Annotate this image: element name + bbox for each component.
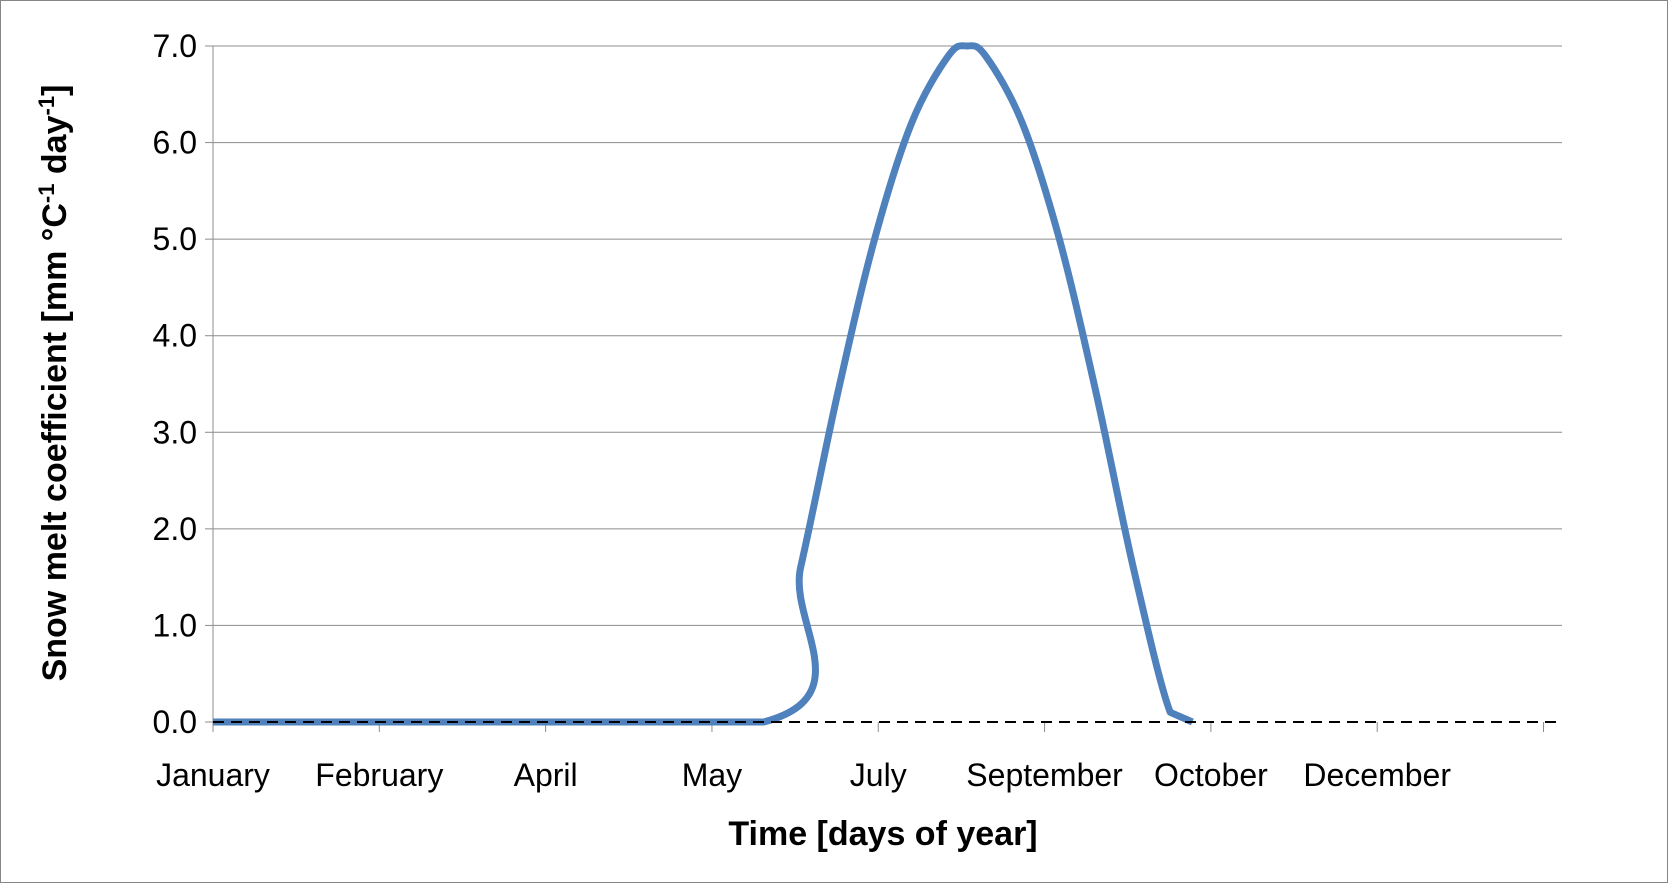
y-axis-title: Snow melt coefficient [mm °C-1 day-1] bbox=[34, 85, 74, 682]
y-tick-label: 1.0 bbox=[153, 607, 197, 643]
tick-labels: 0.0 1.0 2.0 3.0 4.0 5.0 6.0 7.0 January February A… bbox=[153, 28, 1452, 793]
y-tick-label: 3.0 bbox=[153, 414, 197, 450]
y-tick-label: 5.0 bbox=[153, 221, 197, 257]
y-axis-title-mid: day bbox=[36, 115, 74, 183]
x-tick-label: April bbox=[514, 757, 578, 793]
x-tick-label: July bbox=[850, 757, 907, 793]
y-axis-title-sup1: -1 bbox=[34, 184, 59, 204]
x-tick-label: February bbox=[315, 757, 443, 793]
y-axis-title-base: Snow melt coefficient [mm °C bbox=[36, 203, 74, 681]
x-tick-label: May bbox=[682, 757, 742, 793]
y-axis-title-end: ] bbox=[36, 85, 74, 96]
y-axis-title-sup2: -1 bbox=[34, 96, 59, 116]
x-tick-label: January bbox=[156, 757, 270, 793]
x-axis-title: Time [days of year] bbox=[728, 815, 1037, 853]
x-tick-label: December bbox=[1303, 757, 1451, 793]
y-tick-label: 7.0 bbox=[153, 28, 197, 64]
snow-melt-series-line bbox=[213, 42, 1194, 726]
x-tick-label: September bbox=[966, 757, 1123, 793]
x-tick-label: October bbox=[1154, 757, 1268, 793]
series bbox=[213, 42, 1562, 726]
y-tick-label: 0.0 bbox=[153, 704, 197, 740]
axes bbox=[205, 45, 1545, 732]
y-tick-label: 6.0 bbox=[153, 125, 197, 161]
y-tick-label: 2.0 bbox=[153, 511, 197, 547]
y-tick-label: 4.0 bbox=[153, 318, 197, 354]
gridlines bbox=[213, 45, 1562, 626]
